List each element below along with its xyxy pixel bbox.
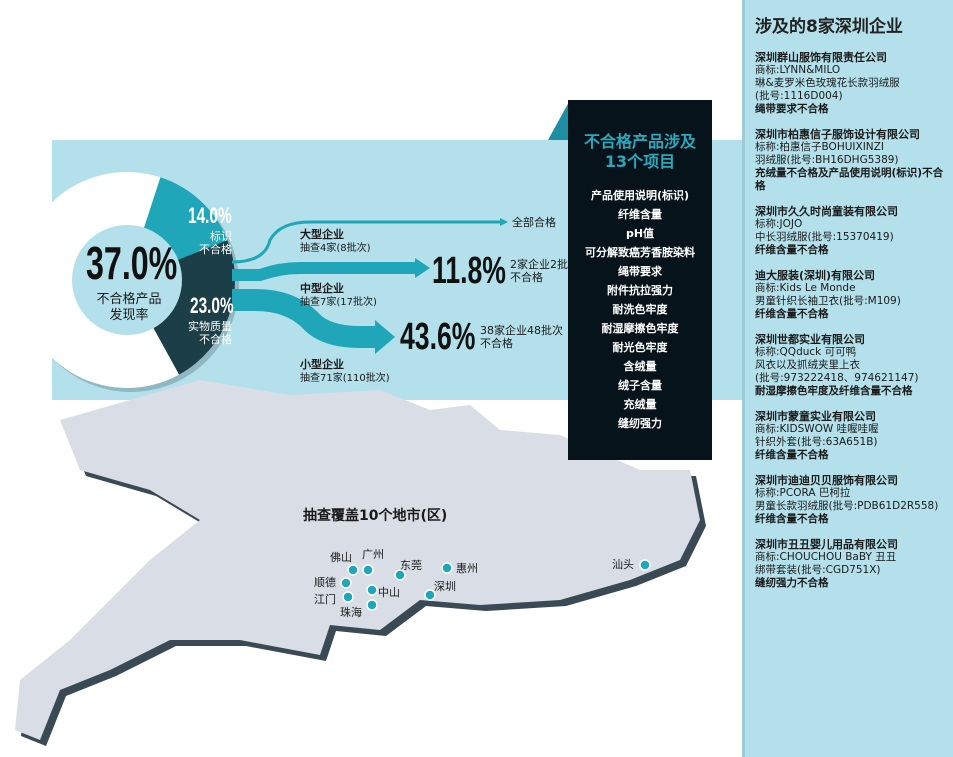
company-entry: 深圳世都实业有限公司 标称:QQduck 可可鸭 风衣以及抓绒夹里上衣 (批号:973… <box>755 333 953 398</box>
accent-triangle <box>548 100 570 140</box>
city-label: 东莞 <box>400 559 422 572</box>
flow-large-arrow <box>500 218 508 226</box>
city-label: 顺德 <box>314 576 336 589</box>
company-detail: 商标:LYNN&MILO <box>755 64 841 76</box>
pie-center <box>72 225 182 335</box>
map-title: 抽查覆盖10个地市(区) <box>303 508 448 524</box>
flow-large-label: 大型企业 抽查4家(8批次) <box>300 228 371 254</box>
item-entry: 纤维含量 <box>618 208 662 221</box>
company-detail: 标称:JOJO <box>755 218 803 230</box>
company-detail: 风衣以及抓绒夹里上衣 <box>755 359 860 371</box>
item-entry: 绳带要求 <box>618 265 662 278</box>
slice-label-value: 14.0% <box>188 203 232 228</box>
city-label: 惠州 <box>456 562 478 575</box>
flow-small-arrow <box>375 320 395 354</box>
company-name: 深圳市蒙童实业有限公司 <box>755 410 876 423</box>
guangdong-map <box>15 380 700 740</box>
pie-chart <box>19 171 239 392</box>
items-panel: 不合格产品涉及 13个项目 产品使用说明(标识) 纤维含量 pH值可分解致癌芳香胺染料… <box>568 100 712 460</box>
company-result: 绳带要求不合格 <box>755 103 829 115</box>
slice-label: 标识 不合格 <box>199 230 232 256</box>
flow-small-rate: 43.6% <box>400 316 476 358</box>
item-entry: 含绒量 <box>623 360 657 373</box>
company-detail: (批号:973222418、974621147) <box>755 372 919 384</box>
company-entry: 深圳市迪迪贝贝服饰有限公司 标称:PCORA 巴柯拉 男童长款羽绒服(批号:PDB6… <box>755 474 953 526</box>
flow-medium-rate: 11.8% <box>432 250 506 292</box>
item-entry: 绒子含量 <box>618 379 662 392</box>
company-result: 纤维含量不合格 <box>755 513 829 525</box>
items-title: 不合格产品涉及 13个项目 <box>583 132 696 171</box>
company-entry: 深圳群山服饰有限责任公司 商标:LYNN&MILO 琳&麦罗米色玫瑰花长款羽绒服 (批… <box>755 51 953 116</box>
company-detail: 男童长款羽绒服(批号:PDB61D2R558) <box>755 500 939 512</box>
company-detail: 针织外套(批号:63A651B) <box>755 436 878 448</box>
company-entry: 迪大服装(深圳)有限公司 商标:Kids Le Monde 男童针织长袖卫衣(批号:… <box>755 269 953 321</box>
company-result: 纤维含量不合格 <box>755 244 829 256</box>
item-entry: 可分解致癌芳香胺染料 <box>585 246 695 259</box>
city-label: 广州 <box>362 548 384 561</box>
company-result: 纤维含量不合格 <box>755 308 829 320</box>
company-entry: 深圳市久久时尚童装有限公司 标称:JOJO 中长羽绒服(批号:15370419) 纤维… <box>755 205 953 257</box>
company-name: 深圳市丑丑婴儿用品有限公司 <box>755 538 898 551</box>
flow-medium-arrow <box>415 258 430 278</box>
company-detail: 标称:柏惠信子BOHUIXINZI <box>755 141 884 153</box>
item-entry: 缝纫强力 <box>618 417 662 430</box>
flow-medium <box>232 262 415 281</box>
items-list: 产品使用说明(标识) 纤维含量 pH值可分解致癌芳香胺染料 绳带要求附件抗拉强力 耐洗色… <box>568 186 712 433</box>
item-entry: 耐光色牢度 <box>612 341 668 354</box>
company-name: 深圳世都实业有限公司 <box>755 333 865 346</box>
flow-small <box>232 289 375 348</box>
flow-medium-detail: 2家企业2批次 不合格 <box>510 258 579 284</box>
city-markers <box>340 559 651 611</box>
company-name: 深圳市久久时尚童装有限公司 <box>755 205 898 218</box>
city-label: 深圳 <box>434 580 456 593</box>
company-result: 充绒量不合格及产品使用说明(标识)不合格 <box>755 167 944 192</box>
companies-list: 深圳群山服饰有限责任公司 商标:LYNN&MILO 琳&麦罗米色玫瑰花长款羽绒服 (批… <box>755 51 953 590</box>
city-label: 江门 <box>314 593 336 606</box>
company-name: 深圳市迪迪贝贝服饰有限公司 <box>755 474 898 487</box>
company-name: 深圳群山服饰有限责任公司 <box>755 51 887 64</box>
company-detail: 琳&麦罗米色玫瑰花长款羽绒服 <box>755 77 900 89</box>
company-detail: 商标:CHOUCHOU BaBY 丑丑 <box>755 551 897 563</box>
item-entry: pH值 <box>625 227 655 240</box>
item-entry: 耐湿摩擦色牢度 <box>601 322 679 335</box>
company-detail: 标称:PCORA 巴柯拉 <box>755 487 851 499</box>
item-entry: 充绒量 <box>623 398 657 411</box>
flow-large-result: 全部合格 <box>512 216 556 229</box>
company-entry: 深圳市丑丑婴儿用品有限公司 商标:CHOUCHOU BaBY 丑丑 绑带套装(批号:… <box>755 538 953 590</box>
flow-small-detail: 38家企业48批次 不合格 <box>480 324 563 350</box>
company-name: 迪大服装(深圳)有限公司 <box>755 269 876 282</box>
company-result: 耐湿摩擦色牢度及纤维含量不合格 <box>755 385 913 397</box>
companies-panel: 涉及的8家深圳企业 深圳群山服饰有限责任公司 商标:LYNN&MILO 琳&麦罗米色… <box>742 0 953 757</box>
company-detail: 男童针织长袖卫衣(批号:M109) <box>755 295 901 307</box>
companies-title: 涉及的8家深圳企业 <box>755 17 903 37</box>
flow-large <box>231 220 500 264</box>
slice-label: 实物质量 不合格 <box>188 320 232 346</box>
company-entry: 深圳市蒙童实业有限公司 商标:KIDSWOW 哇喔哇喔 针织外套(批号:63A651… <box>755 410 953 462</box>
city-label: 中山 <box>378 586 400 599</box>
pie-center-label: 不合格产品 发现率 <box>96 292 162 323</box>
company-detail: 中长羽绒服(批号:15370419) <box>755 231 894 243</box>
city-label: 珠海 <box>340 606 362 619</box>
item-entry: 附件抗拉强力 <box>607 284 673 297</box>
company-name: 深圳市柏惠信子服饰设计有限公司 <box>755 128 920 141</box>
pie-center-value: 37.0% <box>86 237 178 289</box>
company-result: 缝纫强力不合格 <box>755 577 829 589</box>
company-detail: 商标:Kids Le Monde <box>755 282 856 294</box>
item-entry: 产品使用说明(标识) <box>590 189 690 202</box>
flow-medium-label: 中型企业 抽查7家(17批次) <box>300 282 377 308</box>
company-detail: 羽绒服(批号:BH16DHG5389) <box>755 154 899 166</box>
item-entry: 耐洗色牢度 <box>612 303 668 316</box>
city-label: 汕头 <box>612 558 634 571</box>
company-detail: 绑带套装(批号:CGD751X) <box>755 564 881 576</box>
company-detail: (批号:1116D004) <box>755 90 843 102</box>
company-result: 纤维含量不合格 <box>755 449 829 461</box>
slice-label-value: 23.0% <box>190 293 234 318</box>
city-label: 佛山 <box>330 551 352 564</box>
company-detail: 商标:KIDSWOW 哇喔哇喔 <box>755 423 879 435</box>
flow-small-label: 小型企业 抽查71家(110批次) <box>300 358 390 384</box>
company-entry: 深圳市柏惠信子服饰设计有限公司 标称:柏惠信子BOHUIXINZI 羽绒服(批号:B… <box>755 128 953 193</box>
company-detail: 标称:QQduck 可可鸭 <box>755 346 857 358</box>
